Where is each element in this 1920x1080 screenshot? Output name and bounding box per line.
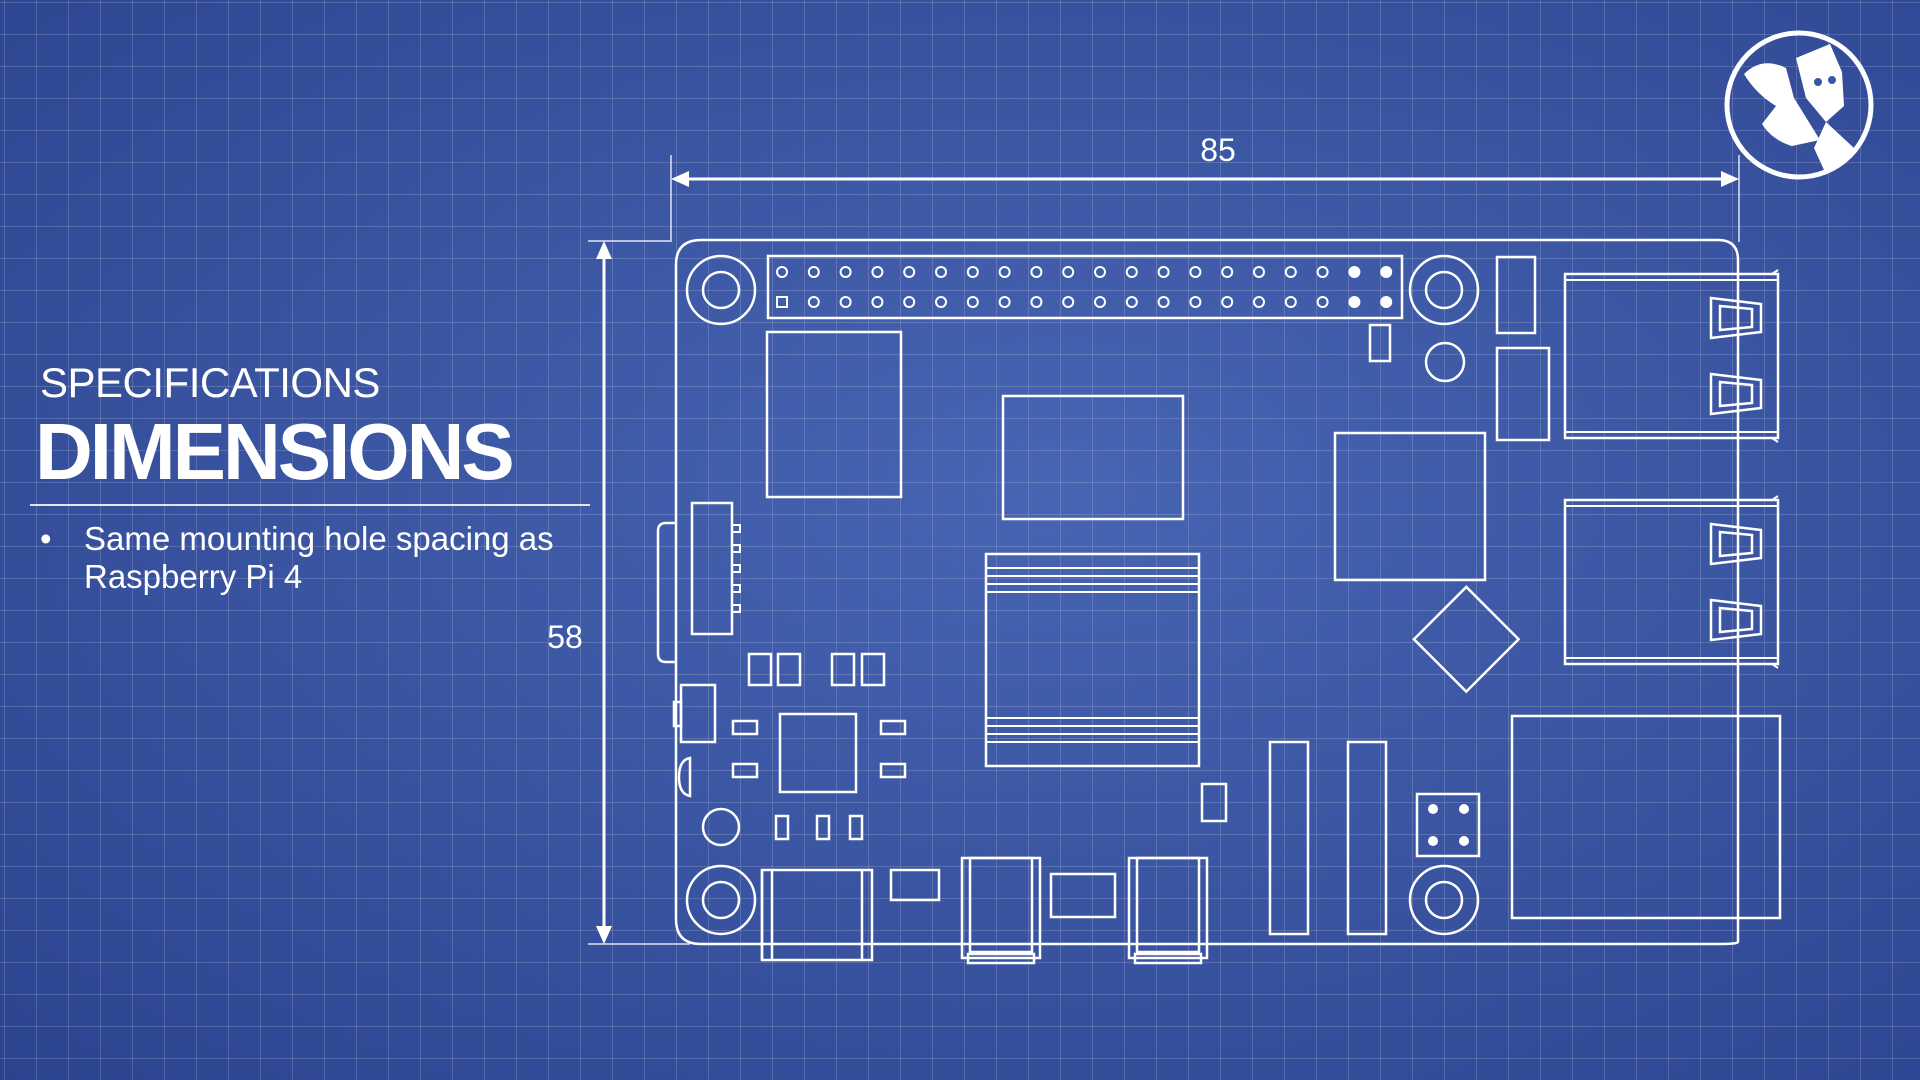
gpio-pin: [1348, 266, 1361, 278]
components: [656, 255, 1782, 965]
gpio-pin: [807, 296, 820, 308]
gpio-pin: [903, 296, 916, 308]
gpio-pin: [839, 296, 852, 308]
gpio-pin: [1380, 266, 1393, 278]
gpio-pin: [1221, 296, 1234, 308]
gpio-pin: [839, 266, 852, 278]
gpio-pin: [1316, 296, 1329, 308]
gpio-pin: [935, 296, 947, 308]
gpio-pin: [1030, 296, 1043, 308]
gpio-pin: [966, 296, 979, 308]
gpio-pin: [1253, 296, 1265, 308]
gpio-pin: [1094, 296, 1106, 308]
section-label: SPECIFICATIONS: [40, 359, 380, 406]
height-label: 58: [547, 619, 583, 655]
gpio-pin: [1030, 266, 1043, 278]
title-divider: [30, 504, 590, 506]
gpio-header: [766, 254, 1404, 320]
gpio-pin: [1221, 266, 1234, 278]
board-outline: [674, 238, 1740, 946]
gpio-pin: [1284, 266, 1297, 278]
gpio-pin: [1125, 296, 1138, 308]
gpio-pin: [1284, 296, 1297, 308]
gpio-pin: [807, 266, 820, 278]
bullet-item: Same mounting hole spacing as Raspberry …: [30, 520, 592, 596]
gpio-pin: [871, 296, 884, 308]
gpio-pin: [1380, 296, 1393, 308]
gpio-pin: [1157, 266, 1170, 278]
gpio-pin: [1157, 296, 1170, 308]
gpio-pin: [998, 266, 1011, 278]
gpio-pin: [1125, 266, 1138, 278]
gpio-pin: [776, 296, 788, 308]
gpio-pin: [871, 266, 884, 278]
gpio-pin: [1348, 296, 1361, 308]
mounting-holes: [685, 254, 1480, 936]
gpio-pin: [1189, 266, 1202, 278]
gpio-pin: [966, 266, 979, 278]
gpio-pin: [903, 266, 916, 278]
width-dimension: [670, 155, 1740, 242]
gpio-pin: [1253, 266, 1265, 278]
channel-logo-icon: [1724, 30, 1874, 180]
height-dimension: [588, 240, 690, 945]
text-panel: SPECIFICATIONS DIMENSIONS Same mounting …: [30, 362, 592, 596]
gpio-pin: [1316, 266, 1329, 278]
width-label: 85: [1200, 132, 1236, 168]
gpio-pin: [1094, 266, 1106, 278]
gpio-pin: [1062, 296, 1075, 308]
gpio-pin: [1062, 266, 1075, 278]
gpio-pin: [776, 266, 788, 278]
gpio-pin: [998, 296, 1011, 308]
slide-title: DIMENSIONS: [35, 407, 515, 496]
gpio-pin: [935, 266, 947, 278]
bullet-list: Same mounting hole spacing as Raspberry …: [30, 520, 592, 596]
gpio-pin: [1189, 296, 1202, 308]
